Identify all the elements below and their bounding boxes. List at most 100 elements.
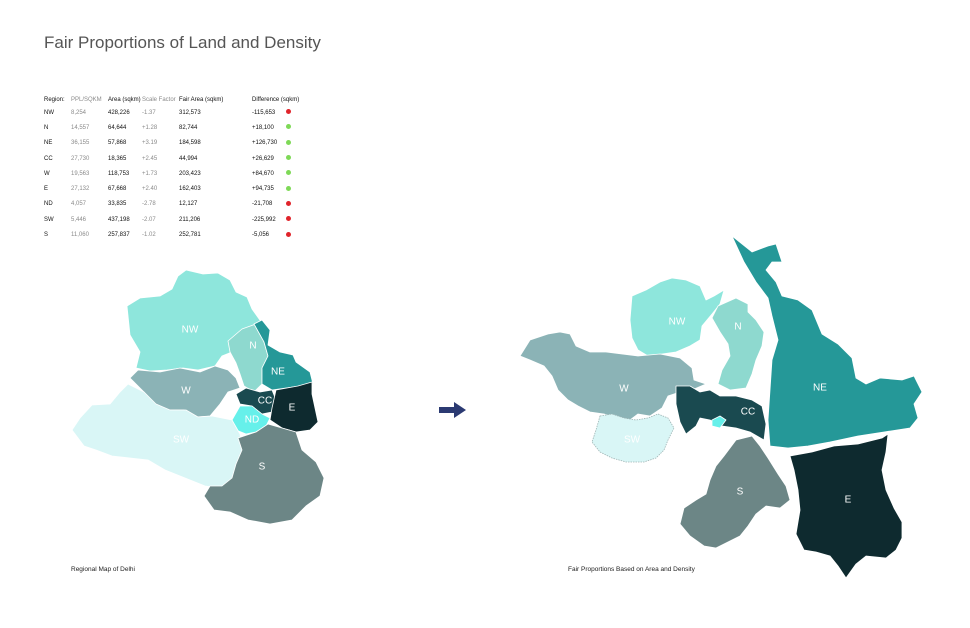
- left-label-sw: SW: [173, 435, 190, 446]
- cell-trend: [285, 120, 300, 135]
- right-label-n: N: [734, 322, 741, 333]
- table-row: SW 5,446 437,198 -2.07 211,206 -225,992: [44, 212, 299, 227]
- right-label-cc: CC: [741, 407, 755, 418]
- cell-trend: [285, 151, 300, 166]
- cell-trend: [285, 105, 300, 120]
- left-label-n: N: [249, 341, 256, 352]
- cell-ppl: 14,557: [71, 124, 90, 131]
- cell-area: 64,644: [108, 124, 127, 131]
- red-dot-icon: [285, 109, 291, 115]
- cell-ppl: 36,155: [71, 140, 90, 147]
- cell-region: W: [44, 170, 50, 177]
- left-label-s: S: [259, 462, 266, 473]
- right-region-n: [711, 297, 765, 391]
- cell-ppl: 5,446: [71, 216, 87, 223]
- cell-fair: 252,781: [179, 232, 201, 239]
- header-ppl: PPL/SQKM: [71, 97, 102, 103]
- page-title: Fair Proportions of Land and Density: [44, 33, 321, 52]
- green-dot-icon: [285, 155, 291, 161]
- cell-region: ND: [44, 201, 53, 208]
- header-scale: Scale Factor: [142, 97, 176, 103]
- left-map-caption: Regional Map of Delhi: [71, 566, 135, 573]
- left-label-ne: NE: [271, 367, 285, 378]
- right-region-nd-small: [711, 415, 727, 429]
- green-dot-icon: [285, 139, 291, 145]
- cell-trend: [285, 136, 300, 151]
- right-label-sw: SW: [624, 435, 641, 446]
- cell-region: E: [44, 186, 49, 193]
- cell-diff: +18,100: [252, 124, 274, 131]
- cell-scale: -2.78: [142, 201, 156, 208]
- table-body: NW 8,254 428,226 -1.37 312,573 -115,653 N 14,55…: [44, 105, 299, 243]
- right-label-nw: NW: [669, 317, 686, 328]
- right-arrow-icon: [439, 402, 466, 418]
- table-row: NE 36,155 57,868 +3.19 184,598 +126,730: [44, 136, 299, 151]
- right-region-w: [519, 331, 707, 421]
- cell-scale: +1.73: [142, 170, 158, 177]
- cell-scale: -2.07: [142, 216, 156, 223]
- table-row: CC 27,730 18,365 +2.45 44,994 +26,629: [44, 151, 299, 166]
- red-dot-icon: [285, 231, 291, 237]
- header-fair-area: Fair Area (sqkm): [179, 97, 224, 103]
- right-map: NW N NE W CC SW S E: [519, 235, 923, 579]
- header-region: Region:: [44, 97, 65, 103]
- cell-scale: +2.40: [142, 186, 158, 193]
- table-row: N 14,557 64,644 +1.28 82,744 +18,100: [44, 120, 299, 135]
- cell-region: NW: [44, 109, 54, 116]
- cell-diff: +126,730: [252, 140, 278, 147]
- cell-scale: +2.45: [142, 155, 158, 162]
- cell-area: 57,868: [108, 140, 127, 147]
- cell-ppl: 8,254: [71, 109, 87, 116]
- cell-fair: 312,573: [179, 109, 201, 116]
- cell-ppl: 19,563: [71, 170, 90, 177]
- cell-fair: 82,744: [179, 124, 198, 131]
- cell-ppl: 11,060: [71, 232, 89, 239]
- header-difference: Difference (sqkm): [252, 97, 300, 103]
- cell-ppl: 27,132: [71, 186, 90, 193]
- cell-fair: 211,206: [179, 216, 201, 223]
- table-row: NW 8,254 428,226 -1.37 312,573 -115,653: [44, 105, 299, 120]
- right-label-s: S: [737, 487, 744, 498]
- left-region-ne: [253, 319, 314, 391]
- right-region-cc: [675, 385, 767, 441]
- cell-fair: 44,994: [179, 155, 198, 162]
- cell-fair: 203,423: [179, 170, 201, 177]
- left-label-e: E: [289, 403, 296, 414]
- cell-diff: +94,735: [252, 186, 274, 193]
- right-label-e: E: [845, 495, 852, 506]
- cell-area: 67,668: [108, 186, 127, 193]
- table-row: ND 4,057 33,835 -2.78 12,127 -21,708: [44, 197, 299, 212]
- data-table: Region: PPL/SQKM Area (sqkm) Scale Facto…: [44, 95, 299, 243]
- red-dot-icon: [285, 200, 291, 206]
- cell-scale: +3.19: [142, 140, 158, 147]
- red-dot-icon: [285, 216, 291, 222]
- header-area: Area (sqkm): [108, 97, 141, 103]
- right-label-ne: NE: [813, 383, 827, 394]
- cell-area: 118,753: [108, 170, 130, 177]
- cell-diff: +26,629: [252, 155, 274, 162]
- cell-ppl: 4,057: [71, 201, 87, 208]
- cell-area: 18,365: [108, 155, 127, 162]
- left-label-nd: ND: [245, 415, 259, 426]
- cell-scale: -1.37: [142, 109, 156, 116]
- cell-trend: [285, 212, 300, 227]
- cell-trend: [285, 166, 300, 181]
- right-region-e: [789, 433, 903, 579]
- cell-trend: [285, 181, 300, 196]
- cell-fair: 162,403: [179, 186, 201, 193]
- cell-trend: [285, 227, 300, 242]
- right-label-w: W: [619, 384, 629, 395]
- table-row: W 19,563 118,753 +1.73 203,423 +84,670: [44, 166, 299, 181]
- left-map-labels: NW N NE W CC E ND SW S: [173, 325, 296, 473]
- table-header-row: Region: PPL/SQKM Area (sqkm) Scale Facto…: [44, 95, 299, 105]
- cell-area: 437,198: [108, 216, 130, 223]
- cell-ppl: 27,730: [71, 155, 90, 162]
- green-dot-icon: [285, 124, 291, 130]
- cell-scale: -1.02: [142, 232, 156, 239]
- cell-region: CC: [44, 155, 53, 162]
- cell-region: NE: [44, 140, 53, 147]
- cell-trend: [285, 197, 300, 212]
- left-label-w: W: [181, 386, 191, 397]
